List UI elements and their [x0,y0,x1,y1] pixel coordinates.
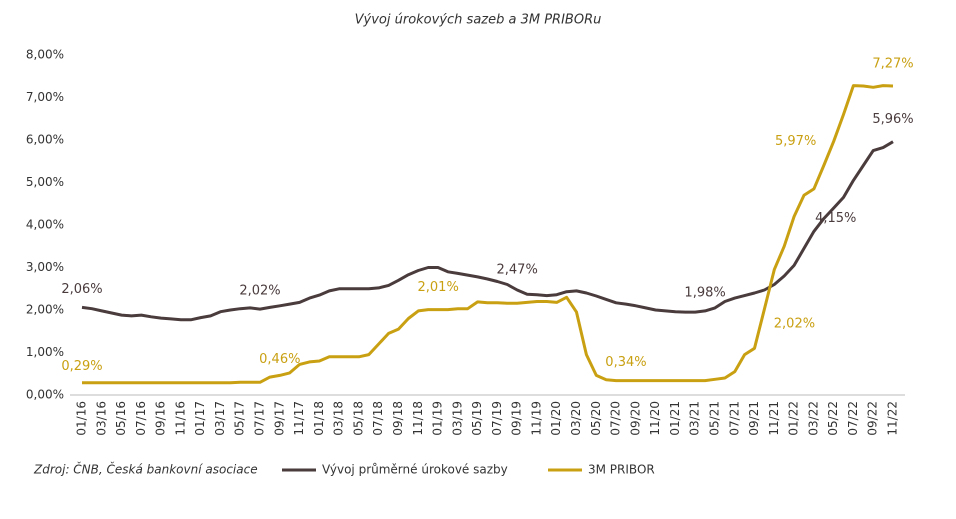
x-tick-label: 03/18 [332,401,346,436]
x-tick-label: 03/17 [213,401,227,436]
x-tick-label: 05/22 [826,401,840,436]
series-line [81,140,894,322]
data-label: 0,34% [605,355,646,370]
x-tick-label: 11/18 [411,401,425,436]
y-tick-label: 3,00% [26,260,64,274]
data-label: 2,06% [61,282,102,297]
x-tick-label: 03/16 [94,401,108,436]
chart-title: Vývoj úrokových sazeb a 3M PRIBORu [355,13,602,28]
x-tick-label: 01/17 [193,401,207,436]
x-tick-label: 03/19 [450,401,464,436]
data-label: 1,98% [684,285,725,300]
data-label: 0,46% [259,352,300,367]
y-tick-label: 0,00% [26,388,64,402]
x-tick-label: 05/18 [351,401,365,436]
x-tick-label: 05/16 [114,401,128,436]
data-label: 2,02% [774,317,815,332]
x-tick-label: 07/17 [253,401,267,436]
x-tick-label: 11/21 [767,401,781,436]
legend-label: Vývoj průměrné úrokové sazby [322,463,508,477]
data-label: 5,96% [872,112,913,127]
x-tick-label: 05/21 [707,401,721,436]
y-tick-label: 7,00% [26,90,64,104]
x-tick-label: 07/21 [727,401,741,436]
x-tick-label: 09/20 [628,401,642,436]
x-tick-label: 07/16 [134,401,148,436]
series-line [82,84,894,385]
x-tick-label: 09/19 [510,401,524,436]
data-label: 2,01% [418,280,459,295]
x-tick-label: 01/20 [549,401,563,436]
data-label: 7,27% [872,57,913,72]
y-tick-label: 1,00% [26,345,64,359]
x-tick-label: 01/16 [75,401,89,436]
x-tick-label: 01/19 [431,401,445,436]
x-tick-label: 03/21 [688,401,702,436]
x-tick-label: 09/16 [154,401,168,436]
y-tick-label: 6,00% [26,133,64,147]
x-tick-label: 11/22 [886,401,900,436]
x-tick-label: 11/19 [529,401,543,436]
data-label: 4,15% [815,211,856,226]
y-tick-label: 8,00% [26,48,64,62]
x-tick-label: 11/16 [173,401,187,436]
x-tick-label: 07/18 [371,401,385,436]
x-tick-label: 05/19 [470,401,484,436]
x-tick-label: 07/20 [609,401,623,436]
x-tick-label: 09/21 [747,401,761,436]
y-tick-label: 4,00% [26,218,64,232]
x-tick-label: 03/22 [806,401,820,436]
x-tick-label: 01/22 [787,401,801,436]
x-tick-label: 11/20 [648,401,662,436]
legend-label: 3M PRIBOR [588,463,655,477]
x-tick-label: 09/18 [391,401,405,436]
x-tick-label: 11/17 [292,401,306,436]
data-label: 2,02% [239,284,280,299]
x-tick-label: 07/22 [846,401,860,436]
data-label: 5,97% [775,134,816,149]
x-tick-label: 01/21 [668,401,682,436]
data-label: 2,47% [497,263,538,278]
y-tick-label: 5,00% [26,175,64,189]
x-tick-label: 05/17 [233,401,247,436]
x-tick-label: 05/20 [589,401,603,436]
x-tick-label: 01/18 [312,401,326,436]
y-tick-label: 2,00% [26,303,64,317]
x-tick-label: 09/22 [866,401,880,436]
x-tick-label: 09/17 [272,401,286,436]
x-tick-label: 07/19 [490,401,504,436]
x-tick-label: 03/20 [569,401,583,436]
source: Zdroj: ČNB, Česká bankovní asociace [33,462,258,477]
data-label: 0,29% [61,359,102,374]
